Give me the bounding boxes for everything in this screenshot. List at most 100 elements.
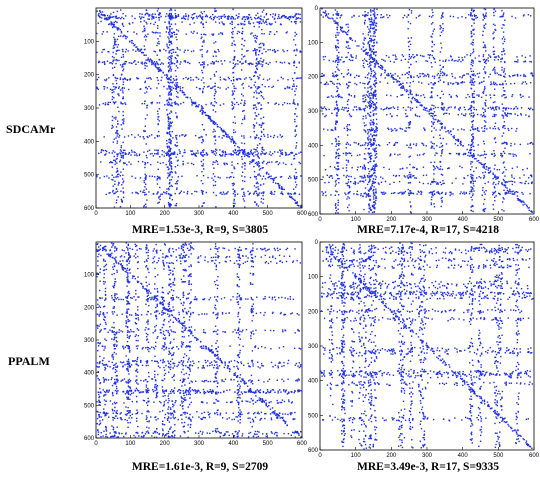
nonzero-marker: [365, 48, 367, 50]
nonzero-marker: [325, 109, 328, 111]
nonzero-marker: [348, 93, 350, 95]
nonzero-marker: [121, 88, 123, 90]
nonzero-marker: [340, 96, 342, 98]
nonzero-marker: [366, 91, 369, 93]
nonzero-marker: [452, 82, 455, 85]
nonzero-marker: [433, 161, 436, 163]
nonzero-marker: [215, 71, 218, 73]
nonzero-marker: [174, 85, 177, 87]
nonzero-marker: [170, 68, 173, 71]
nonzero-marker: [123, 162, 125, 165]
nonzero-marker: [430, 95, 433, 97]
nonzero-marker: [372, 51, 375, 53]
nonzero-marker: [145, 188, 147, 190]
nonzero-marker: [297, 104, 299, 106]
nonzero-marker: [129, 41, 131, 43]
nonzero-marker: [295, 33, 298, 36]
nonzero-marker: [298, 161, 300, 164]
nonzero-marker: [248, 193, 250, 196]
nonzero-marker: [214, 75, 216, 77]
nonzero-marker: [423, 127, 425, 129]
nonzero-marker: [171, 15, 174, 17]
nonzero-marker: [373, 131, 375, 134]
nonzero-marker: [226, 163, 228, 165]
nonzero-marker: [223, 130, 225, 133]
nonzero-marker: [156, 193, 158, 195]
nonzero-marker: [109, 15, 111, 17]
nonzero-marker: [411, 97, 414, 99]
nonzero-marker: [358, 45, 360, 47]
nonzero-marker: [112, 191, 114, 193]
nonzero-marker: [203, 61, 205, 63]
nonzero-marker: [523, 201, 525, 204]
nonzero-marker: [522, 193, 524, 195]
nonzero-marker: [394, 54, 396, 56]
nonzero-marker: [470, 161, 472, 163]
nonzero-marker: [410, 191, 412, 194]
nonzero-marker: [241, 38, 243, 40]
nonzero-marker: [531, 211, 534, 213]
nonzero-marker: [143, 130, 145, 133]
nonzero-marker: [268, 176, 270, 178]
nonzero-marker: [136, 33, 138, 35]
nonzero-marker: [392, 174, 395, 177]
nonzero-marker: [370, 133, 372, 135]
nonzero-marker: [459, 107, 461, 109]
nonzero-marker: [166, 151, 169, 153]
nonzero-marker: [364, 37, 367, 40]
nonzero-marker: [329, 165, 332, 168]
nonzero-marker: [116, 162, 118, 164]
nonzero-marker: [347, 26, 349, 28]
nonzero-marker: [337, 165, 339, 168]
nonzero-marker: [354, 183, 357, 185]
nonzero-marker: [473, 102, 475, 104]
nonzero-marker: [98, 152, 100, 155]
nonzero-marker: [514, 153, 516, 156]
nonzero-marker: [213, 128, 215, 131]
nonzero-marker: [238, 31, 241, 33]
nonzero-marker: [271, 193, 273, 195]
nonzero-marker: [432, 14, 434, 17]
nonzero-marker: [359, 81, 361, 84]
nonzero-marker: [257, 86, 260, 88]
nonzero-marker: [253, 148, 255, 150]
nonzero-marker: [105, 193, 107, 196]
nonzero-marker: [202, 165, 204, 167]
nonzero-marker: [363, 208, 365, 211]
nonzero-marker: [157, 68, 159, 70]
nonzero-marker: [113, 155, 116, 158]
nonzero-marker: [195, 104, 198, 107]
nonzero-marker: [237, 146, 239, 148]
nonzero-marker: [501, 114, 503, 116]
nonzero-marker: [212, 131, 214, 133]
nonzero-marker: [415, 143, 418, 145]
nonzero-marker: [370, 48, 372, 50]
nonzero-marker: [367, 129, 369, 131]
nonzero-marker: [271, 86, 273, 89]
nonzero-marker: [336, 14, 338, 16]
nonzero-marker: [254, 48, 256, 50]
nonzero-marker: [498, 181, 500, 183]
nonzero-marker: [265, 12, 268, 15]
nonzero-marker: [237, 153, 240, 156]
nonzero-marker: [122, 78, 124, 81]
nonzero-marker: [503, 49, 505, 52]
nonzero-marker: [133, 151, 135, 153]
nonzero-marker: [215, 194, 217, 197]
nonzero-marker: [373, 20, 375, 22]
nonzero-marker: [484, 182, 486, 185]
nonzero-marker: [473, 106, 475, 109]
nonzero-marker: [295, 85, 298, 87]
nonzero-marker: [203, 65, 205, 68]
nonzero-marker: [168, 44, 171, 46]
nonzero-marker: [257, 152, 259, 154]
nonzero-marker: [436, 121, 439, 123]
nonzero-marker: [440, 17, 443, 19]
nonzero-marker: [337, 109, 339, 111]
nonzero-marker: [218, 153, 221, 156]
nonzero-marker: [337, 204, 339, 206]
nonzero-marker: [232, 62, 235, 64]
nonzero-marker: [109, 62, 111, 64]
nonzero-marker: [340, 26, 342, 28]
nonzero-marker: [393, 78, 395, 80]
